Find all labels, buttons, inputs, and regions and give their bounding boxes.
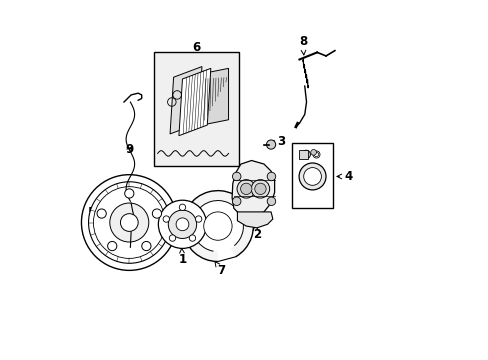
Text: 8: 8 [298, 35, 306, 55]
Circle shape [120, 214, 138, 231]
Circle shape [158, 200, 206, 248]
Circle shape [93, 187, 165, 258]
Polygon shape [232, 161, 274, 217]
Circle shape [179, 204, 185, 211]
Circle shape [310, 149, 316, 155]
Text: 3: 3 [270, 135, 285, 148]
Circle shape [254, 183, 265, 194]
Polygon shape [170, 67, 202, 134]
Circle shape [251, 180, 269, 198]
Circle shape [97, 209, 106, 218]
Circle shape [189, 235, 195, 241]
Circle shape [107, 242, 117, 251]
FancyBboxPatch shape [292, 143, 332, 208]
Circle shape [232, 197, 241, 206]
Wedge shape [299, 163, 325, 190]
Text: 5: 5 [87, 206, 102, 219]
Circle shape [266, 172, 275, 181]
Circle shape [163, 216, 169, 222]
Circle shape [176, 218, 188, 231]
Circle shape [232, 172, 241, 181]
Circle shape [152, 209, 161, 218]
Circle shape [266, 140, 275, 149]
Text: 1: 1 [178, 248, 186, 266]
Circle shape [203, 212, 232, 240]
Text: 2: 2 [252, 225, 261, 242]
Circle shape [169, 235, 175, 241]
Text: 4: 4 [336, 170, 352, 183]
Polygon shape [237, 212, 272, 228]
Circle shape [195, 216, 202, 222]
Circle shape [142, 242, 151, 251]
Text: 9: 9 [125, 143, 133, 156]
Polygon shape [202, 68, 228, 125]
Circle shape [110, 203, 148, 242]
Circle shape [88, 182, 170, 263]
Circle shape [240, 183, 251, 194]
Circle shape [168, 210, 196, 238]
FancyBboxPatch shape [299, 149, 307, 159]
Circle shape [266, 197, 275, 206]
Circle shape [81, 175, 177, 270]
Text: 7: 7 [214, 261, 225, 277]
FancyBboxPatch shape [154, 53, 239, 166]
Circle shape [301, 150, 310, 159]
Polygon shape [179, 68, 210, 136]
Text: 6: 6 [192, 41, 201, 54]
Circle shape [124, 189, 134, 198]
Wedge shape [182, 191, 253, 261]
Circle shape [237, 180, 255, 198]
